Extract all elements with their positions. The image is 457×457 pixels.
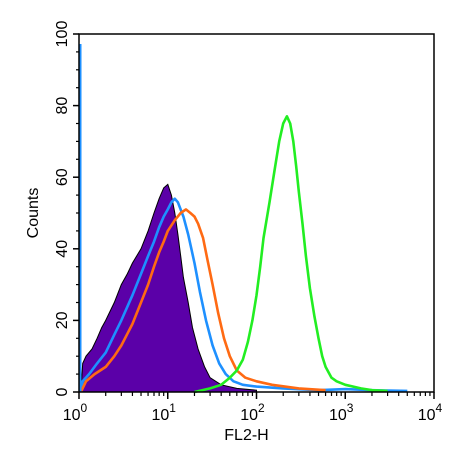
x-axis-label: FL2-H [224,427,268,444]
series-1-line [79,197,408,393]
x-tick-exponent: 3 [347,401,354,415]
x-tick-label: 101 [152,401,177,424]
series-layer [78,44,408,394]
x-tick-label: 103 [329,401,354,424]
y-tick-label: 40 [54,240,71,258]
series-0-area [80,183,257,393]
y-tick-label: 0 [54,387,71,396]
x-tick-label: 104 [418,401,443,424]
y-tick-label: 60 [54,168,71,186]
x-tick-exponent: 1 [169,401,176,415]
y-tick-label: 20 [54,311,71,329]
x-tick-label: 102 [240,401,265,424]
x-tick-exponent: 4 [436,401,443,415]
x-tick-label: 100 [63,401,88,424]
x-tick-exponent: 0 [81,401,88,415]
y-tick-label: 100 [54,21,71,48]
y-tick-label: 80 [54,97,71,115]
x-tick-exponent: 2 [258,401,265,415]
y-axis-label: Counts [25,188,42,239]
series-3-line [194,115,388,394]
